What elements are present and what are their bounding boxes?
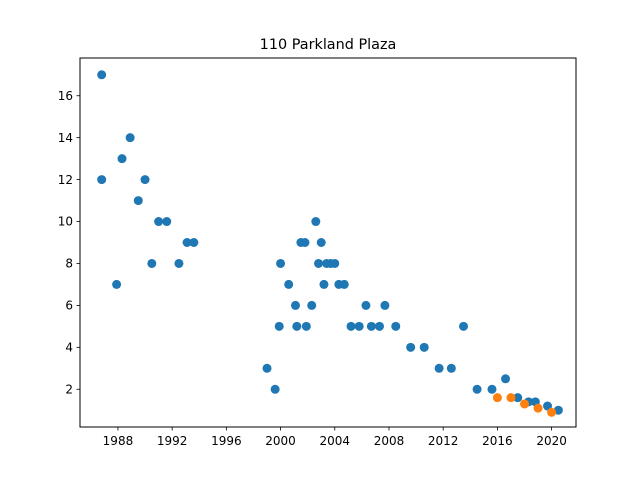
x-tick-label: 2000 <box>265 434 296 448</box>
data-point <box>162 217 172 227</box>
data-point <box>492 393 502 403</box>
y-tick-label: 4 <box>65 341 73 355</box>
data-point <box>147 258 157 268</box>
data-point <box>434 363 444 373</box>
y-tick-label: 14 <box>58 131 73 145</box>
data-point <box>366 321 376 331</box>
data-point <box>501 374 511 384</box>
data-point <box>174 258 184 268</box>
data-point <box>314 258 324 268</box>
series-1 <box>97 70 563 415</box>
data-point <box>513 393 523 403</box>
data-point <box>97 70 107 80</box>
x-tick-label: 2020 <box>536 434 567 448</box>
data-point <box>189 238 199 247</box>
chart-title: 110 Parkland Plaza <box>260 37 397 53</box>
data-point <box>140 175 150 185</box>
data-point <box>406 342 416 352</box>
data-point <box>311 217 321 227</box>
data-point <box>391 321 401 331</box>
data-point <box>346 321 356 331</box>
x-tick-label: 1996 <box>211 434 242 448</box>
data-point <box>419 342 429 352</box>
x-axis: 1988 1992 1996 2000 2004 2008 2012 2016 2020 <box>103 427 567 448</box>
data-point <box>506 393 516 403</box>
data-point <box>354 321 364 331</box>
data-point <box>117 154 127 164</box>
data-point <box>270 384 280 394</box>
x-tick-label: 1992 <box>157 434 188 448</box>
data-point <box>300 238 310 247</box>
x-tick-label: 2016 <box>482 434 513 448</box>
y-tick-label: 10 <box>58 215 73 229</box>
data-point <box>154 217 164 227</box>
y-tick-label: 16 <box>58 89 73 103</box>
data-point <box>374 321 384 331</box>
data-point <box>290 300 300 310</box>
data-point <box>446 363 456 373</box>
data-point <box>182 238 192 247</box>
scatter-points <box>97 70 563 417</box>
series-2 <box>492 393 557 417</box>
data-point <box>316 238 326 247</box>
data-point <box>520 399 530 409</box>
data-point <box>262 363 272 373</box>
x-tick-label: 2012 <box>428 434 459 448</box>
data-point <box>330 258 340 268</box>
y-tick-label: 2 <box>65 382 73 396</box>
data-point <box>292 321 302 331</box>
y-tick-label: 8 <box>65 257 73 271</box>
data-point <box>380 300 390 310</box>
data-point <box>276 258 286 268</box>
plot-frame <box>79 57 577 428</box>
y-tick-label: 12 <box>58 173 73 187</box>
data-point <box>274 321 284 331</box>
data-point <box>284 279 294 289</box>
x-tick-label: 2008 <box>374 434 405 448</box>
data-point <box>307 300 317 310</box>
data-point <box>319 279 329 289</box>
x-tick-label: 2004 <box>320 434 351 448</box>
data-point <box>472 384 482 394</box>
x-tick-label: 1988 <box>103 434 134 448</box>
data-point <box>533 403 543 413</box>
data-point <box>97 175 107 185</box>
y-tick-label: 6 <box>65 299 73 313</box>
data-point <box>301 321 311 331</box>
data-point <box>339 279 349 289</box>
data-point <box>459 321 469 331</box>
data-point <box>125 133 135 143</box>
data-point <box>547 407 557 417</box>
data-point <box>487 384 497 394</box>
data-point <box>112 279 122 289</box>
data-point <box>133 196 143 206</box>
y-axis: 2 4 6 8 10 12 14 16 <box>58 89 80 396</box>
data-point <box>553 405 563 415</box>
data-point <box>361 300 371 310</box>
